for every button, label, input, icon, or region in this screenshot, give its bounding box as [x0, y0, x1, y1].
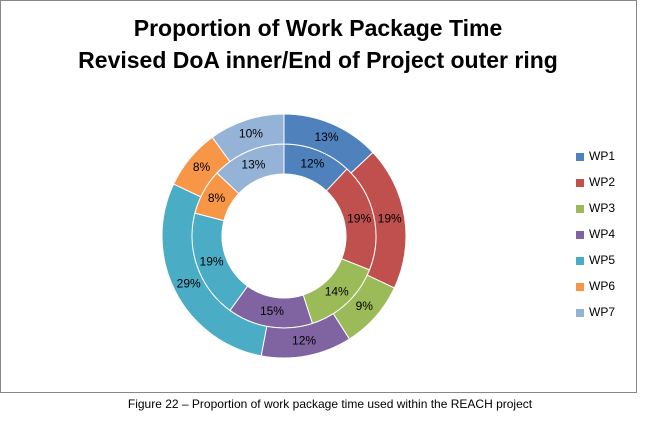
- legend-swatch: [576, 257, 584, 265]
- chart-title: Revised DoA inner/End of Project outer r…: [78, 47, 558, 73]
- data-label: 12%: [300, 157, 324, 171]
- data-label: 8%: [208, 191, 226, 205]
- data-label: 19%: [347, 211, 371, 225]
- legend-label: WP7: [589, 305, 615, 319]
- doughnut-segment: [211, 113, 285, 163]
- data-label: 19%: [200, 254, 224, 268]
- chart-title: Proportion of Work Package Time: [134, 15, 503, 41]
- data-label: 13%: [314, 130, 338, 144]
- legend-label: WP5: [589, 253, 615, 267]
- legend-label: WP4: [589, 227, 615, 241]
- legend-swatch: [576, 205, 584, 213]
- legend-swatch: [576, 179, 584, 187]
- data-label: 10%: [239, 126, 263, 140]
- data-label: 9%: [356, 299, 374, 313]
- legend-swatch: [576, 231, 584, 239]
- caption: Figure 22 – Proportion of work package t…: [128, 397, 533, 411]
- data-label: 13%: [241, 158, 265, 172]
- data-label: 15%: [260, 304, 284, 318]
- data-label: 19%: [378, 211, 402, 225]
- legend-swatch: [576, 283, 584, 291]
- data-label: 8%: [193, 160, 211, 174]
- data-label: 12%: [292, 333, 316, 347]
- legend-label: WP3: [589, 201, 615, 215]
- data-label: 29%: [177, 277, 201, 291]
- legend-label: WP6: [589, 279, 615, 293]
- data-label: 14%: [325, 284, 349, 298]
- legend-swatch: [576, 153, 584, 161]
- legend-swatch: [576, 309, 584, 317]
- legend-label: WP2: [589, 175, 615, 189]
- legend-label: WP1: [589, 149, 615, 163]
